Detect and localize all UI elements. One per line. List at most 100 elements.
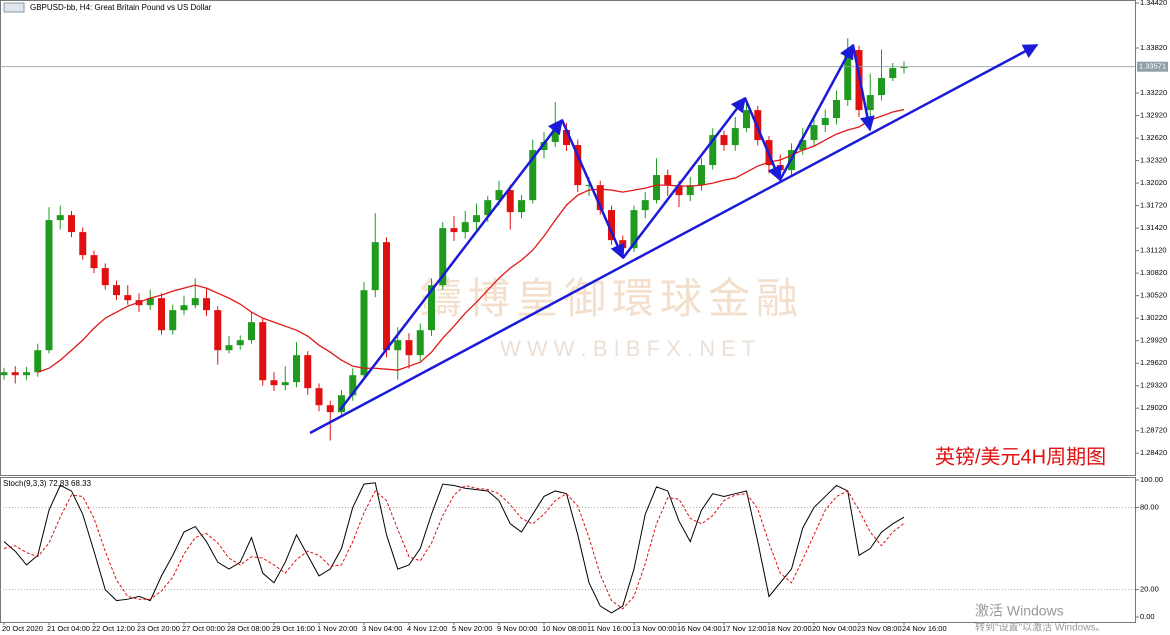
y-tick-label: 1.28420 bbox=[1140, 448, 1167, 457]
candle-body bbox=[191, 298, 199, 306]
x-tick-label: 5 Nov 20:00 bbox=[452, 624, 492, 633]
candle-body bbox=[664, 175, 672, 186]
candle-body bbox=[630, 210, 638, 249]
y-tick-label: 100.00 bbox=[1140, 475, 1163, 484]
arrow bbox=[743, 97, 782, 182]
arrow bbox=[560, 119, 625, 260]
main-panel bbox=[0, 0, 1136, 476]
candle-body bbox=[709, 135, 717, 166]
watermark-name: 鑄博皇御環球金融 bbox=[420, 275, 804, 322]
candle-body bbox=[641, 200, 649, 211]
candle-body bbox=[821, 118, 829, 126]
series-line bbox=[3, 484, 905, 610]
x-tick-label: 29 Oct 16:00 bbox=[272, 624, 315, 633]
candle-body bbox=[776, 165, 784, 171]
candle-body bbox=[56, 215, 64, 221]
stoch-panel bbox=[0, 477, 1136, 623]
candle-body bbox=[799, 140, 807, 151]
y-tick-label: 1.31120 bbox=[1140, 246, 1167, 255]
candle-body bbox=[810, 125, 818, 141]
y-tick-label: 1.30220 bbox=[1140, 313, 1167, 322]
trend-line bbox=[309, 43, 1039, 435]
candle-body bbox=[259, 322, 267, 381]
x-tick-label: 20 Oct 2020 bbox=[2, 624, 43, 633]
x-tick-label: 20 Nov 04:00 bbox=[812, 624, 857, 633]
current-price-label: 1.33571 bbox=[1139, 62, 1166, 71]
os-notice-text: 转到"设置"以激活 Windows。 bbox=[975, 621, 1105, 634]
candle-body bbox=[23, 372, 30, 376]
candle-body bbox=[416, 330, 424, 356]
y-tick-label: 1.29620 bbox=[1140, 358, 1167, 367]
arrow bbox=[339, 118, 563, 411]
candle-body bbox=[11, 372, 19, 376]
candle-body bbox=[495, 190, 503, 201]
x-tick-label: 18 Nov 20:00 bbox=[767, 624, 812, 633]
candle-body bbox=[90, 255, 98, 269]
candle-body bbox=[169, 310, 177, 331]
y-tick-label: 1.34420 bbox=[1140, 0, 1167, 7]
candle-body bbox=[686, 185, 694, 196]
candle-body bbox=[405, 340, 413, 356]
y-tick-label: 1.33820 bbox=[1140, 43, 1167, 52]
series-line bbox=[3, 482, 905, 614]
y-tick-label: 1.29920 bbox=[1140, 336, 1167, 345]
candle-body bbox=[34, 350, 42, 373]
y-tick-label: 1.32020 bbox=[1140, 178, 1167, 187]
x-tick-label: 17 Nov 12:00 bbox=[722, 624, 767, 633]
os-notice-title: 激活 Windows bbox=[975, 603, 1064, 619]
y-tick-label: 1.32920 bbox=[1140, 111, 1167, 120]
candle-body bbox=[349, 375, 357, 396]
candle-body bbox=[45, 220, 53, 351]
x-tick-label: 4 Nov 12:00 bbox=[407, 624, 447, 633]
y-tick-label: 1.29020 bbox=[1140, 403, 1167, 412]
candle-body bbox=[439, 228, 447, 286]
drawings bbox=[309, 43, 1039, 435]
candle-body bbox=[653, 175, 660, 201]
moving-average bbox=[37, 108, 905, 373]
candle-body bbox=[236, 340, 244, 346]
x-tick-label: 21 Oct 04:00 bbox=[47, 624, 90, 633]
candle-body bbox=[180, 305, 188, 311]
candle-body bbox=[394, 340, 402, 351]
candle-body bbox=[844, 50, 852, 101]
y-tick-label: 1.31420 bbox=[1140, 223, 1167, 232]
candle-body bbox=[203, 298, 210, 311]
candle-body bbox=[675, 185, 683, 196]
candle-body bbox=[214, 310, 222, 351]
x-tick-label: 1 Nov 20:00 bbox=[317, 624, 357, 633]
candle-body bbox=[270, 380, 278, 386]
y-tick-label: 0.00 bbox=[1140, 612, 1155, 621]
candle-body bbox=[720, 135, 728, 146]
candle-body bbox=[281, 382, 289, 386]
candle-body bbox=[371, 242, 379, 291]
x-tick-label: 23 Oct 20:00 bbox=[137, 624, 180, 633]
candle-body bbox=[225, 345, 233, 351]
x-tick-label: 9 Nov 00:00 bbox=[497, 624, 537, 633]
candle-body bbox=[79, 232, 87, 256]
chart-title: GBPUSD-bb, H4: Great Britain Pound vs US… bbox=[30, 3, 212, 12]
candle-body bbox=[146, 298, 154, 306]
x-tick-label: 28 Oct 08:00 bbox=[227, 624, 270, 633]
candle-body bbox=[619, 240, 627, 249]
candle-body bbox=[698, 165, 705, 186]
candle-body bbox=[248, 322, 255, 341]
candle-body bbox=[450, 228, 458, 233]
candle-body bbox=[574, 145, 582, 186]
candle-body bbox=[304, 355, 312, 389]
y-tick-label: 1.28720 bbox=[1140, 426, 1167, 435]
candle-body bbox=[484, 200, 492, 216]
candle-body bbox=[731, 128, 739, 146]
candle-body bbox=[0, 372, 8, 376]
x-tick-label: 16 Nov 04:00 bbox=[677, 624, 722, 633]
candle-body bbox=[113, 285, 120, 296]
arrow bbox=[851, 44, 875, 132]
candle-body bbox=[461, 222, 469, 233]
arrow bbox=[622, 96, 746, 259]
stoch-title: Stoch(9,3,3) 72.83 68.33 bbox=[3, 479, 92, 488]
y-tick-label: 1.29320 bbox=[1140, 381, 1167, 390]
x-tick-label: 24 Nov 16:00 bbox=[902, 624, 947, 633]
candle-body bbox=[293, 355, 300, 383]
candle-body bbox=[338, 395, 345, 413]
